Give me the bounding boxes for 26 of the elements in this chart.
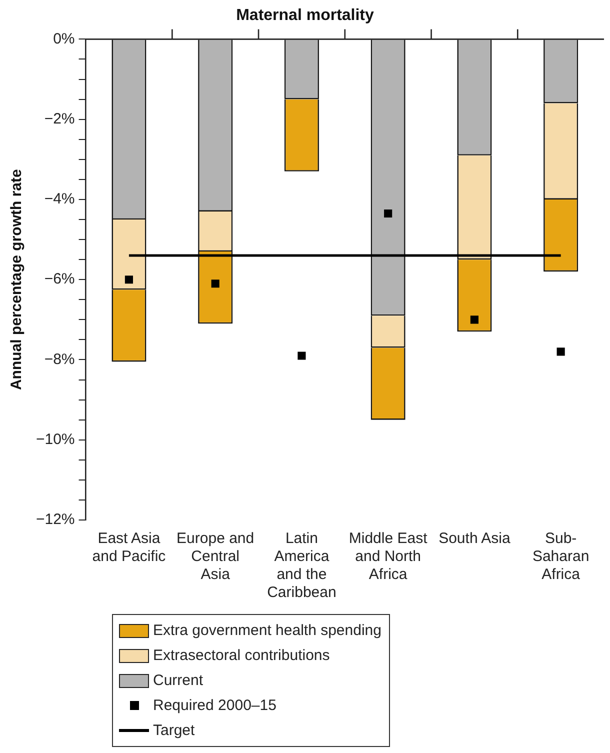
legend-label: Required 2000–15 xyxy=(153,697,276,714)
chart-title: Maternal mortality xyxy=(236,7,374,24)
legend-label: Extrasectoral contributions xyxy=(153,647,330,664)
x-tick-label: Europe and Central Asia xyxy=(176,530,254,584)
y-tick-label: −12% xyxy=(36,511,75,528)
point xyxy=(298,352,306,360)
y-tick-label: 0% xyxy=(53,30,75,48)
x-tick-label: East Asia and Pacific xyxy=(92,530,166,566)
legend-label: Extra government health spending xyxy=(153,622,382,639)
x-tick-label: Middle East and North Africa xyxy=(348,530,428,584)
y-axis-title: Annual percentage growth rate xyxy=(8,169,26,390)
point xyxy=(384,209,392,218)
point xyxy=(124,276,133,284)
x-tick-label: South Asia xyxy=(438,530,511,548)
legend-label: Current xyxy=(153,672,204,689)
y-tick-label: −10% xyxy=(36,431,75,448)
legend-label: Target xyxy=(153,722,195,739)
point xyxy=(470,316,478,324)
y-tick-label: −8% xyxy=(44,350,75,368)
y-tick-label: −2% xyxy=(44,110,75,128)
x-tick-label: Latin America and the Caribbean xyxy=(267,530,336,602)
y-tick-label: −6% xyxy=(44,270,75,288)
point xyxy=(556,348,565,356)
y-tick-label: −4% xyxy=(44,190,75,208)
x-tick-label: Sub-Saharan Africa xyxy=(532,530,590,584)
point xyxy=(211,280,220,288)
